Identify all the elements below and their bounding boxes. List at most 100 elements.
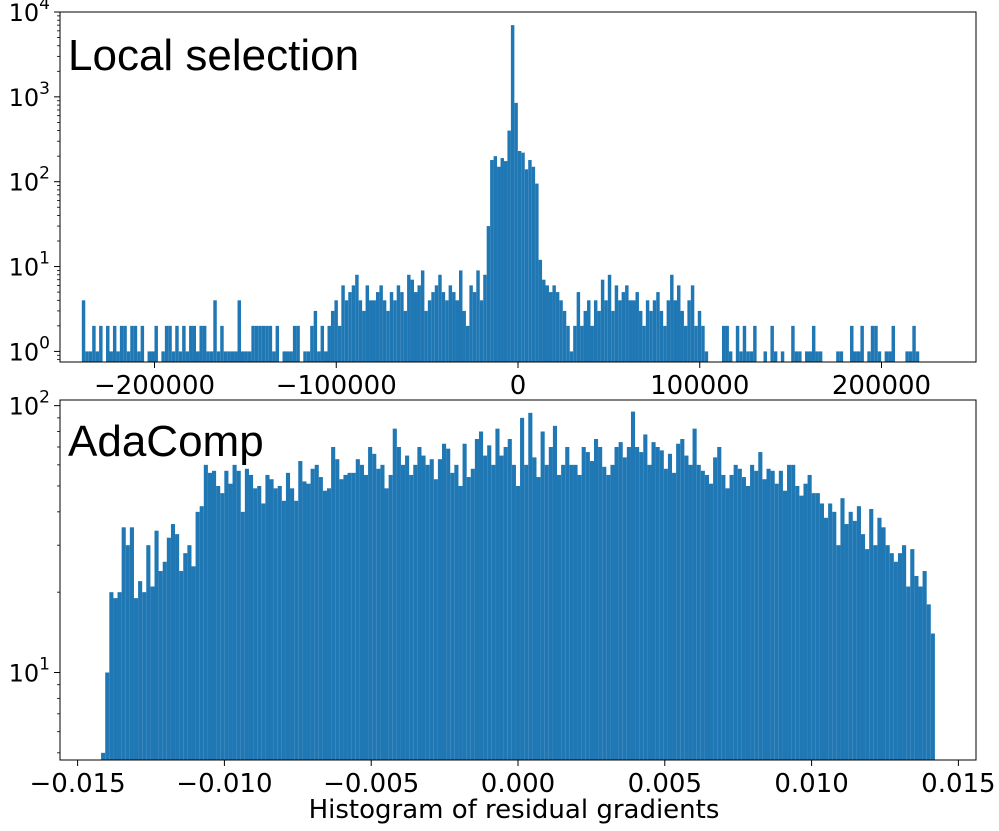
local-selection-bar xyxy=(431,292,435,362)
adacomp-bar xyxy=(363,474,369,760)
local-selection-bar xyxy=(659,310,664,362)
local-selection-bar xyxy=(839,351,844,362)
adacomp-bar xyxy=(856,506,861,760)
adacomp-bar xyxy=(351,472,356,760)
adacomp-bar xyxy=(811,493,816,760)
adacomp-bar xyxy=(400,464,406,760)
adacomp-bar xyxy=(220,493,225,760)
local-selection-bar xyxy=(230,351,235,362)
local-selection-bar xyxy=(151,351,155,362)
adacomp-bar xyxy=(836,545,841,760)
adacomp-bar xyxy=(437,459,443,760)
adacomp-bar xyxy=(347,472,352,760)
local-selection-bar xyxy=(372,300,376,362)
adacomp-bar xyxy=(700,470,705,760)
adacomp-bar xyxy=(294,500,299,760)
local-selection-bar xyxy=(438,274,442,362)
local-selection-bar xyxy=(303,351,307,362)
local-selection-bar xyxy=(375,292,380,362)
adacomp-bar xyxy=(236,470,241,760)
adacomp-bar xyxy=(125,545,130,760)
local-selection-bar xyxy=(587,300,591,362)
adacomp-bar xyxy=(717,446,722,760)
local-selection-bar xyxy=(888,351,892,362)
local-selection-bar xyxy=(369,300,373,362)
local-selection-bar xyxy=(704,351,709,362)
adacomp-bar xyxy=(499,455,504,760)
local-selection-bar xyxy=(351,285,356,362)
local-selection-bar xyxy=(638,310,643,362)
local-selection-bar xyxy=(324,351,328,362)
local-selection-bar xyxy=(137,351,141,362)
local-selection-x-axis: −200000 −100000 0 100000 200000 xyxy=(94,362,931,401)
adacomp-bar xyxy=(585,452,590,760)
local-selection-bar xyxy=(763,351,767,362)
adacomp-bar xyxy=(651,442,656,760)
adacomp-bar xyxy=(470,468,475,760)
local-selection-bar xyxy=(258,325,262,362)
adacomp-bar xyxy=(257,485,262,760)
adacomp-bar xyxy=(105,672,110,760)
adacomp-bar xyxy=(766,468,771,760)
local-selection-bar xyxy=(507,130,511,362)
local-selection-bar xyxy=(614,285,619,362)
local-selection-bar xyxy=(106,325,110,362)
adacomp-bar xyxy=(433,479,438,760)
adacomp-bar xyxy=(232,464,237,760)
adacomp-bar xyxy=(643,434,648,760)
local-selection-bar xyxy=(292,325,297,362)
local-selection-bar xyxy=(680,310,684,362)
adacomp-bar xyxy=(860,534,866,760)
adacomp-bar xyxy=(524,464,529,760)
adacomp-bar xyxy=(166,537,171,760)
adacomp-bar xyxy=(355,459,360,760)
adacomp-bar xyxy=(117,592,122,760)
local-selection-bar xyxy=(753,325,757,362)
adacomp-bar xyxy=(101,752,106,760)
adacomp-bar xyxy=(762,479,767,760)
local-selection-bar xyxy=(261,325,266,362)
local-selection-bar xyxy=(535,183,539,362)
adacomp-bar xyxy=(195,511,200,760)
adacomp-bar xyxy=(557,474,562,760)
local-selection-bar xyxy=(604,300,608,362)
adacomp-bar xyxy=(569,464,574,760)
adacomp-bar xyxy=(602,466,607,760)
adacomp-bar xyxy=(158,571,163,760)
local-selection-bar xyxy=(569,351,574,362)
adacomp-bar xyxy=(704,474,709,760)
adacomp-bar xyxy=(339,479,344,760)
adacomp-bar xyxy=(737,468,742,760)
local-selection-x-tick-label: 100000 xyxy=(650,371,749,401)
local-selection-bar xyxy=(99,325,103,362)
adacomp-x-tick-label: 0.015 xyxy=(921,769,995,799)
local-selection-bar xyxy=(915,351,920,362)
adacomp-bar xyxy=(450,472,455,760)
adacomp-bar xyxy=(212,470,217,760)
local-selection-bar xyxy=(811,325,816,362)
adacomp-bar xyxy=(639,452,644,760)
local-selection-bar xyxy=(285,351,290,362)
adacomp-bar xyxy=(207,472,212,760)
local-selection-bar xyxy=(621,292,626,362)
adacomp-y-tick-label: 101 xyxy=(9,655,50,688)
local-selection-bar xyxy=(365,285,370,362)
local-selection-bar xyxy=(133,325,138,362)
local-selection-bar xyxy=(632,300,636,362)
adacomp-bar xyxy=(581,446,586,760)
adacomp-bar xyxy=(384,488,389,760)
local-selection-bar xyxy=(697,310,702,362)
local-selection-bar xyxy=(493,156,498,362)
local-selection-bar xyxy=(462,310,466,362)
adacomp-x-tick-label: 0.005 xyxy=(628,769,702,799)
local-selection-bar xyxy=(874,325,878,362)
adacomp-bar xyxy=(113,598,118,760)
adacomp-bar xyxy=(565,446,570,760)
adacomp-bars xyxy=(101,411,935,760)
local-selection-bar xyxy=(670,274,674,362)
adacomp-bar xyxy=(561,464,566,760)
adacomp-bar xyxy=(129,527,134,760)
adacomp-bar xyxy=(179,571,184,760)
local-selection-bar xyxy=(701,325,705,362)
local-selection-bar xyxy=(330,310,335,362)
